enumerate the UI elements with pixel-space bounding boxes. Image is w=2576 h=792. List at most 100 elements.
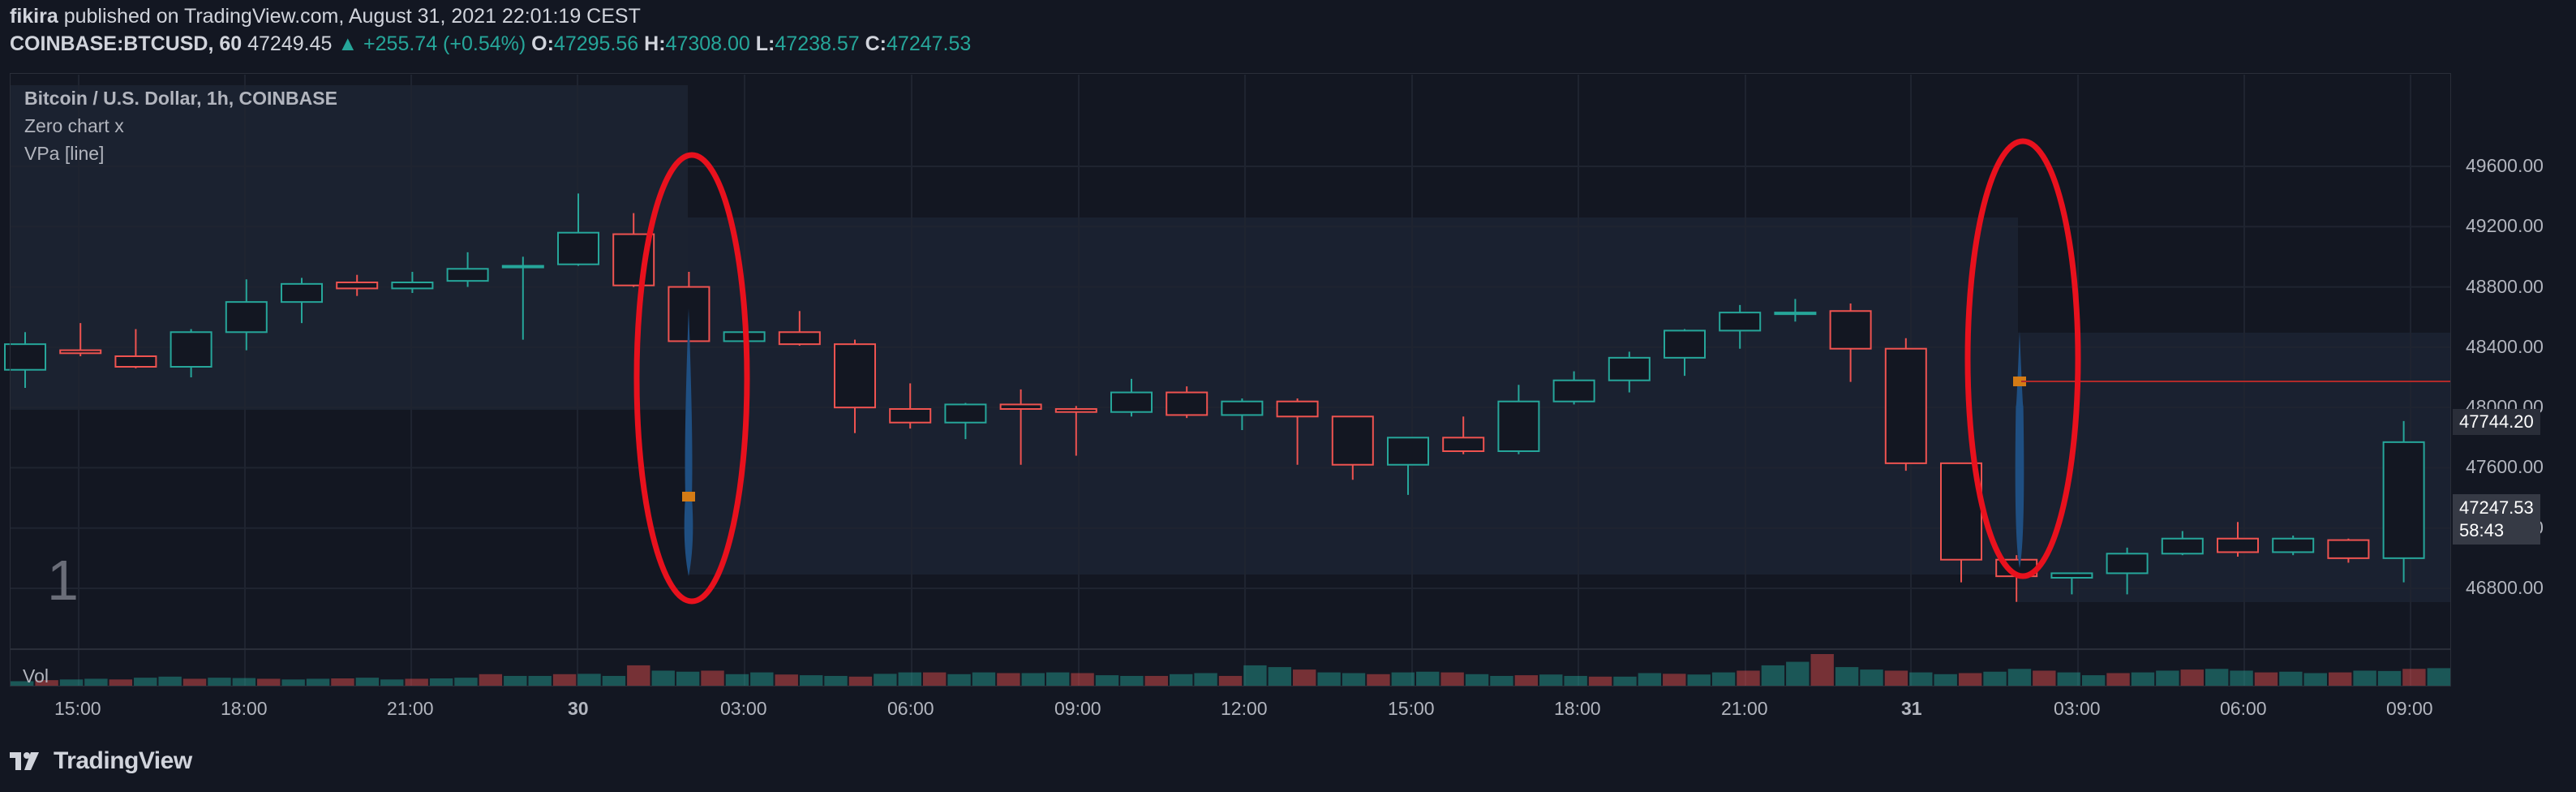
volume-bar xyxy=(1071,673,1094,687)
volume-bar xyxy=(182,678,207,687)
last-price-tag-value: 47247.53 xyxy=(2459,497,2534,518)
volume-bar xyxy=(2081,675,2106,687)
volume-bar xyxy=(2033,670,2056,687)
price-tick-label: 49600.00 xyxy=(2466,155,2544,176)
volume-bar xyxy=(1613,676,1637,687)
high-price-tag: 47744.20 xyxy=(2453,409,2540,435)
volume-bar xyxy=(429,678,453,687)
volume-bar xyxy=(158,676,182,687)
volume-bar xyxy=(257,678,281,687)
low-label: L: xyxy=(755,32,775,55)
brand-name[interactable]: TradingView xyxy=(54,747,192,774)
volume-bar xyxy=(1958,673,1982,687)
volume-bar xyxy=(651,670,675,687)
candle-body xyxy=(944,403,987,424)
volume-bar xyxy=(2205,669,2229,687)
high-label: H: xyxy=(644,32,666,55)
open-label: O: xyxy=(531,32,554,55)
legend-indicator-1[interactable]: Zero chart x xyxy=(24,115,124,136)
time-tick-label: 06:00 xyxy=(2220,698,2267,719)
volume-bar xyxy=(1120,675,1144,687)
volume-bar xyxy=(1860,669,1883,687)
low-value: 47238.57 xyxy=(775,32,860,55)
volume-bar xyxy=(725,674,749,687)
annotations xyxy=(633,138,2081,605)
volume-bar xyxy=(2427,668,2450,687)
candle-body xyxy=(281,282,323,303)
volume-bar xyxy=(355,678,380,687)
highlight-ellipse xyxy=(633,152,750,605)
candle-body xyxy=(1608,356,1651,381)
volume-bar xyxy=(922,672,947,687)
poc-marker xyxy=(682,492,695,501)
candle-body xyxy=(1884,347,1927,464)
volume-bar xyxy=(1884,670,1908,687)
volume-bar xyxy=(84,678,108,687)
volume-bar xyxy=(1045,672,1070,687)
volume-bar xyxy=(1440,672,1464,687)
candle-body xyxy=(1331,415,1374,466)
volume-bar xyxy=(824,675,848,687)
time-tick-label: 06:00 xyxy=(887,698,934,719)
publish-info: fikira published on TradingView.com, Aug… xyxy=(10,5,641,28)
volume-bars xyxy=(11,654,2450,687)
candle-body xyxy=(2327,539,2370,559)
volume-bar xyxy=(1391,672,1415,687)
candle-body xyxy=(834,343,876,409)
volume-bar xyxy=(35,680,58,687)
volume-bar xyxy=(1737,670,1760,687)
volume-bar xyxy=(306,678,330,687)
volume-bar xyxy=(627,665,650,687)
volume-bar xyxy=(2279,671,2303,687)
legend-indicator-2[interactable]: VPa [line] xyxy=(24,143,105,164)
volume-bar xyxy=(1934,674,1957,687)
price-change: ▲ +255.74 (+0.54%) xyxy=(337,32,526,55)
volume-bar xyxy=(1835,667,1859,687)
volume-bar xyxy=(2131,672,2155,687)
volume-bar xyxy=(1564,675,1587,687)
volume-bar xyxy=(2180,669,2204,687)
volume-bar xyxy=(2007,669,2032,687)
author-name[interactable]: fikira xyxy=(10,5,58,28)
legend-title[interactable]: Bitcoin / U.S. Dollar, 1h, COINBASE xyxy=(24,88,337,109)
volume-bar xyxy=(405,678,428,687)
candle-body xyxy=(59,349,102,355)
last-price-tag: 47247.53 58:43 xyxy=(2453,494,2540,544)
candle-body xyxy=(999,403,1042,410)
candle-body xyxy=(1110,391,1153,413)
volume-bar xyxy=(701,670,724,687)
candle-body xyxy=(1442,437,1485,452)
candle-body xyxy=(1387,437,1429,466)
volume-bar xyxy=(454,678,478,687)
volume-bar xyxy=(1243,665,1267,687)
last-price: 47249.45 xyxy=(247,32,333,55)
volume-label[interactable]: Vol xyxy=(23,665,49,687)
price-tick-label: 46800.00 xyxy=(2466,577,2544,598)
candle-body xyxy=(2106,553,2149,575)
open-value: 47295.56 xyxy=(553,32,639,55)
volume-bar xyxy=(2057,672,2080,687)
top-bar: fikira published on TradingView.com, Aug… xyxy=(0,0,2576,65)
candle-body xyxy=(1221,400,1264,416)
chart-legend: Bitcoin / U.S. Dollar, 1h, COINBASE Zero… xyxy=(24,84,337,167)
volume-bar xyxy=(1711,672,1736,687)
volume-bar xyxy=(577,674,601,687)
volume-bar xyxy=(1514,675,1539,687)
volume-bar xyxy=(2353,670,2376,687)
ohlc-line: COINBASE:BTCUSD, 60 47249.45 ▲ +255.74 (… xyxy=(10,32,971,56)
volume-bar xyxy=(1983,671,2007,687)
volume-profile-lines xyxy=(682,308,2451,576)
volume-profile-shape xyxy=(2015,331,2024,568)
volume-bar xyxy=(1588,676,1612,687)
volume-bar xyxy=(281,679,305,687)
volume-bar xyxy=(1416,671,1440,687)
volume-bar xyxy=(59,679,84,687)
volume-bar xyxy=(11,681,34,687)
volume-bar xyxy=(1293,669,1316,687)
volume-bar xyxy=(799,675,823,687)
time-tick-label: 09:00 xyxy=(1054,698,1101,719)
volume-bar xyxy=(2156,670,2179,687)
poc-marker xyxy=(2013,377,2026,386)
candle-body xyxy=(1774,312,1817,316)
